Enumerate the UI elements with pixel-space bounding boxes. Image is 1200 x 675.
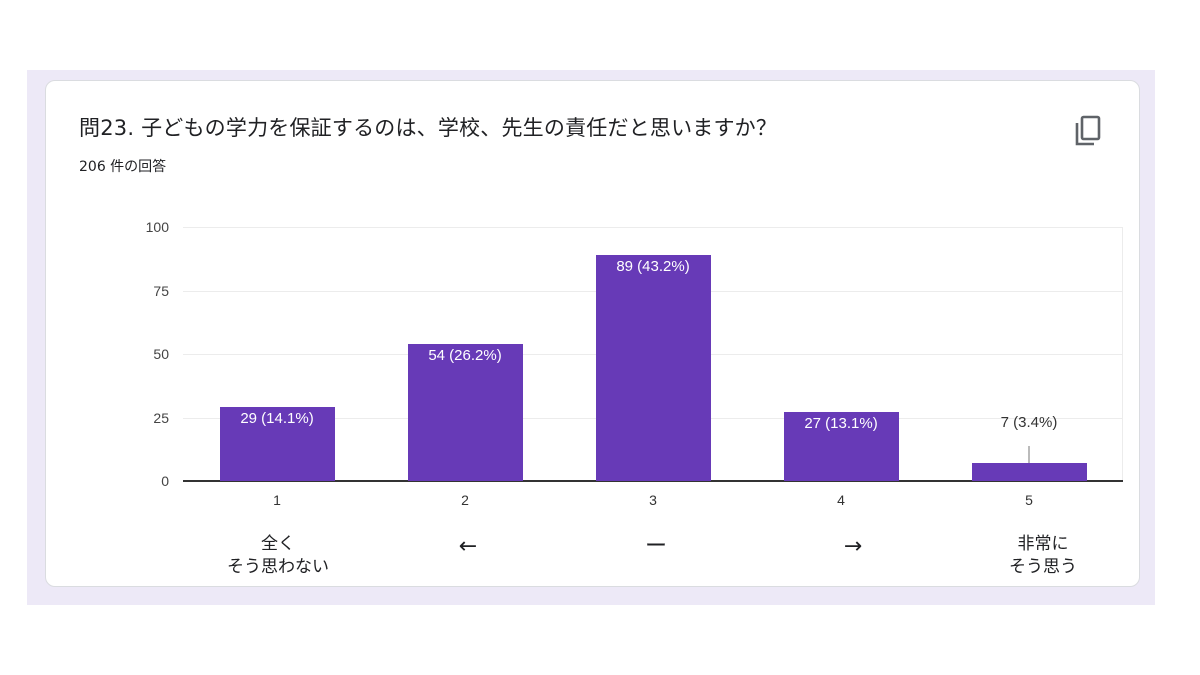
- question-card: [45, 80, 1140, 587]
- copy-chart-button[interactable]: [1070, 113, 1106, 149]
- x-axis-line: [183, 480, 1123, 482]
- scale-label-high: 非常に そう思う: [1009, 533, 1077, 579]
- response-count: 206 件の回答: [79, 159, 167, 175]
- bar-value-label: 29 (14.1%): [240, 410, 314, 428]
- scale-label-arrow-left: ←: [458, 534, 478, 559]
- scale-label-low: 全く そう思わない: [227, 533, 329, 579]
- label-leader-line: [1028, 446, 1030, 464]
- scale-label-arrow-right: →: [843, 534, 863, 559]
- bar-value-label: 7 (3.4%): [1000, 414, 1058, 432]
- bar-1[interactable]: 29 (14.1%): [219, 407, 335, 481]
- bar-3[interactable]: 89 (43.2%): [595, 254, 711, 481]
- bar-value-label: 54 (26.2%): [428, 346, 502, 364]
- x-axis-tick-label: 5: [1025, 492, 1033, 508]
- bar-value-label: 89 (43.2%): [616, 257, 690, 275]
- question-title: 問23. 子どもの学力を保証するのは、学校、先生の責任だと思いますか？: [79, 116, 778, 140]
- bar-4[interactable]: 27 (13.1%): [783, 412, 899, 481]
- x-axis-tick-label: 1: [273, 492, 281, 508]
- scale-label-middle: ー: [644, 534, 668, 559]
- bar-2[interactable]: 54 (26.2%): [407, 343, 523, 481]
- scale-label-low-line1: 全く: [261, 534, 295, 554]
- x-axis-tick-label: 3: [649, 492, 657, 508]
- y-axis-tick-label: 0: [161, 473, 169, 489]
- x-axis-tick-label: 2: [461, 492, 469, 508]
- scale-label-low-line2: そう思わない: [227, 557, 329, 577]
- y-axis-tick-label: 75: [153, 282, 169, 299]
- gridline: [183, 227, 1123, 228]
- y-axis-tick-label: 50: [153, 346, 169, 362]
- x-axis-tick-label: 4: [837, 492, 845, 508]
- scale-label-high-line1: 非常に: [1017, 534, 1069, 554]
- bar-value-label: 27 (13.1%): [804, 415, 878, 433]
- copy-icon: [1075, 115, 1101, 146]
- bar-chart: 0 25 50 75 100 29 (14.1%) 54 (26.2%) 89 (43.2%)…: [146, 219, 1123, 489]
- bar-5[interactable]: [971, 463, 1087, 481]
- y-axis-tick-label: 100: [145, 219, 169, 235]
- scale-label-high-line2: そう思う: [1009, 557, 1077, 577]
- y-axis-tick-label: 25: [153, 409, 169, 426]
